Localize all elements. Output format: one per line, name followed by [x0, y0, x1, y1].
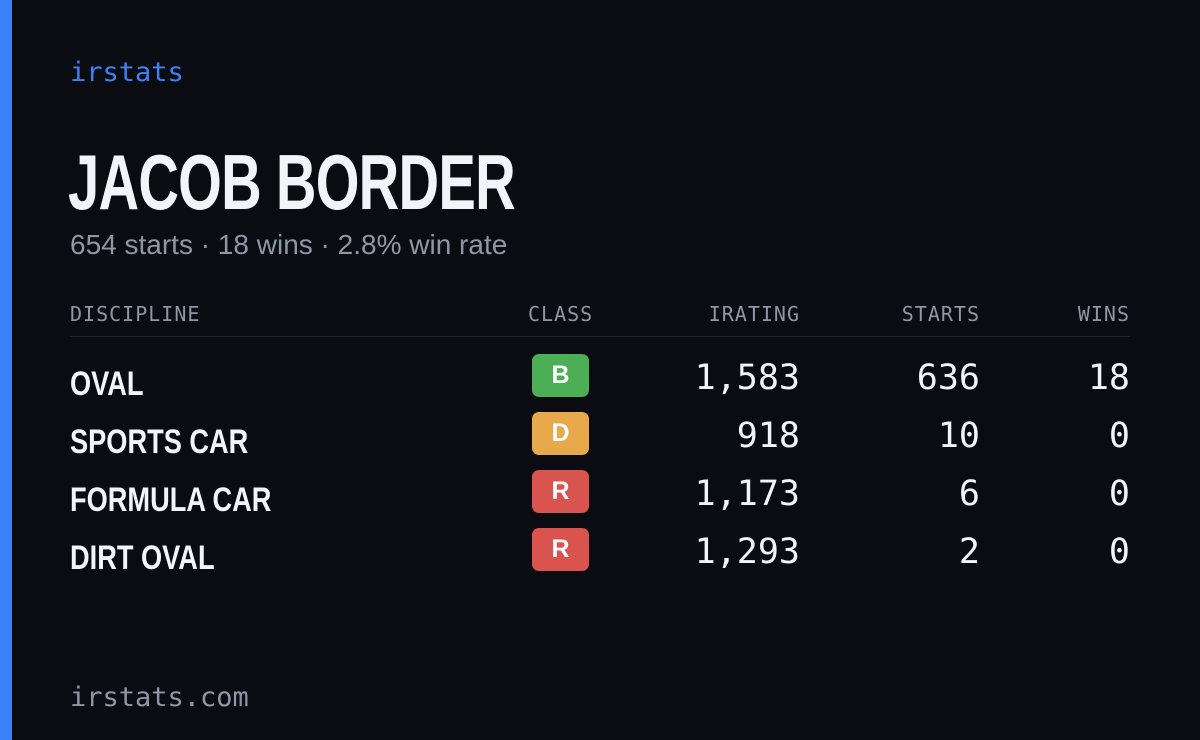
class-badge: D [532, 412, 589, 455]
header-wins: WINS [1077, 302, 1130, 326]
driver-summary: 654 starts · 18 wins · 2.8% win rate [70, 229, 508, 260]
wins-value: 18 [1087, 358, 1130, 398]
irating-value: 1,293 [694, 532, 800, 572]
wins-value: 0 [1108, 532, 1130, 572]
starts-value: 636 [916, 358, 980, 398]
starts-value: 2 [958, 532, 980, 572]
table-row: SPORTS CAR D 918 10 0 [0, 412, 1200, 470]
discipline-name: SPORTS CAR [70, 423, 249, 461]
starts-value: 10 [937, 416, 980, 456]
starts-value: 6 [958, 474, 980, 514]
brand-logo-text[interactable]: irstats [70, 57, 184, 88]
class-badge: R [532, 528, 589, 571]
driver-name: JACOB BORDER [68, 138, 516, 226]
irating-value: 1,583 [694, 358, 800, 398]
irating-value: 918 [736, 416, 800, 456]
header-irating: IRATING [708, 302, 800, 326]
table-row: OVAL B 1,583 636 18 [0, 354, 1200, 412]
wins-value: 0 [1108, 474, 1130, 514]
wins-value: 0 [1108, 416, 1130, 456]
discipline-name: FORMULA CAR [70, 481, 272, 519]
accent-bar [0, 0, 12, 740]
discipline-name: OVAL [70, 365, 144, 403]
footer-url[interactable]: irstats.com [70, 682, 249, 713]
header-class: CLASS [528, 302, 594, 326]
header-discipline: DISCIPLINE [70, 302, 201, 326]
table-row: FORMULA CAR R 1,173 6 0 [0, 470, 1200, 528]
irating-value: 1,173 [694, 474, 800, 514]
class-badge: B [532, 354, 589, 397]
class-badge: R [532, 470, 589, 513]
table-row: DIRT OVAL R 1,293 2 0 [0, 528, 1200, 586]
header-divider [70, 336, 1130, 337]
header-starts: STARTS [901, 302, 980, 326]
discipline-name: DIRT OVAL [70, 539, 215, 577]
